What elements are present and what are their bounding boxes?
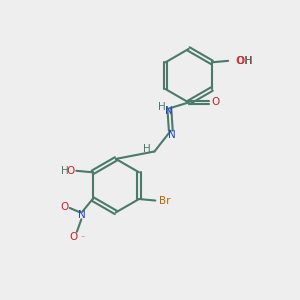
Text: O: O xyxy=(235,56,243,65)
Text: Br: Br xyxy=(159,196,171,206)
Text: ⁻: ⁻ xyxy=(80,234,85,243)
Text: O: O xyxy=(67,166,75,176)
Text: H: H xyxy=(158,102,166,112)
Text: OH: OH xyxy=(236,56,252,65)
Text: N: N xyxy=(165,106,173,116)
Text: H: H xyxy=(245,56,253,65)
Text: H: H xyxy=(143,143,151,154)
Text: H: H xyxy=(61,166,68,176)
Text: N: N xyxy=(78,210,86,220)
Text: O: O xyxy=(212,98,220,107)
Text: O: O xyxy=(60,202,68,212)
Text: N: N xyxy=(167,130,175,140)
Text: O: O xyxy=(70,232,78,242)
